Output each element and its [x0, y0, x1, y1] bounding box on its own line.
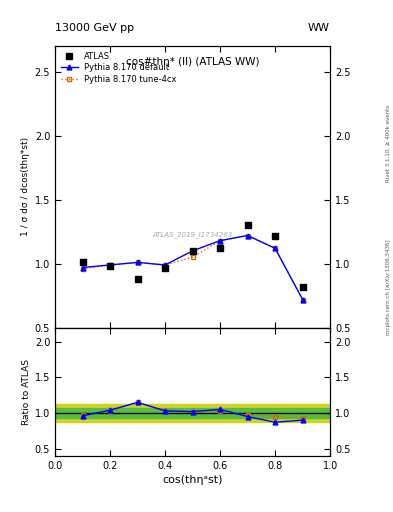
Pythia 8.170 default	[108, 262, 112, 268]
Text: ATLAS_2019_I1734263: ATLAS_2019_I1734263	[152, 231, 233, 238]
ATLAS	[244, 221, 251, 229]
Pythia 8.170 tune-4cx	[273, 245, 277, 251]
Pythia 8.170 tune-4cx	[108, 262, 112, 268]
Text: Rivet 3.1.10, ≥ 400k events: Rivet 3.1.10, ≥ 400k events	[386, 105, 391, 182]
ATLAS	[189, 247, 196, 255]
ATLAS	[107, 262, 113, 270]
Y-axis label: 1 / σ dσ / dcos(thη*st): 1 / σ dσ / dcos(thη*st)	[22, 137, 31, 237]
Pythia 8.170 default	[218, 238, 222, 244]
X-axis label: cos(thηᵃst): cos(thηᵃst)	[162, 475, 223, 485]
Pythia 8.170 default	[300, 296, 305, 303]
Pythia 8.170 tune-4cx	[218, 238, 222, 244]
Pythia 8.170 default	[273, 245, 277, 251]
Pythia 8.170 tune-4cx	[190, 254, 195, 260]
ATLAS	[217, 244, 223, 252]
Text: 13000 GeV pp: 13000 GeV pp	[55, 23, 134, 33]
Pythia 8.170 default	[163, 262, 167, 268]
Pythia 8.170 default	[190, 248, 195, 254]
Pythia 8.170 tune-4cx	[245, 232, 250, 239]
Pythia 8.170 default	[245, 232, 250, 239]
Pythia 8.170 default	[80, 264, 85, 270]
Text: cos#thη* (ll) (ATLAS WW): cos#thη* (ll) (ATLAS WW)	[126, 57, 259, 68]
Y-axis label: Ratio to ATLAS: Ratio to ATLAS	[22, 359, 31, 424]
Pythia 8.170 default	[135, 259, 140, 265]
Pythia 8.170 tune-4cx	[163, 262, 167, 268]
Line: Pythia 8.170 tune-4cx: Pythia 8.170 tune-4cx	[80, 233, 305, 302]
Pythia 8.170 tune-4cx	[135, 259, 140, 265]
Legend: ATLAS, Pythia 8.170 default, Pythia 8.170 tune-4cx: ATLAS, Pythia 8.170 default, Pythia 8.17…	[59, 50, 178, 86]
Line: Pythia 8.170 default: Pythia 8.170 default	[80, 233, 305, 302]
ATLAS	[272, 231, 278, 240]
Text: WW: WW	[308, 23, 330, 33]
ATLAS	[79, 258, 86, 266]
ATLAS	[162, 263, 168, 271]
Pythia 8.170 tune-4cx	[300, 296, 305, 303]
Text: mcplots.cern.ch [arXiv:1306.3436]: mcplots.cern.ch [arXiv:1306.3436]	[386, 239, 391, 334]
Pythia 8.170 tune-4cx	[80, 266, 85, 272]
ATLAS	[134, 275, 141, 283]
ATLAS	[299, 283, 306, 291]
